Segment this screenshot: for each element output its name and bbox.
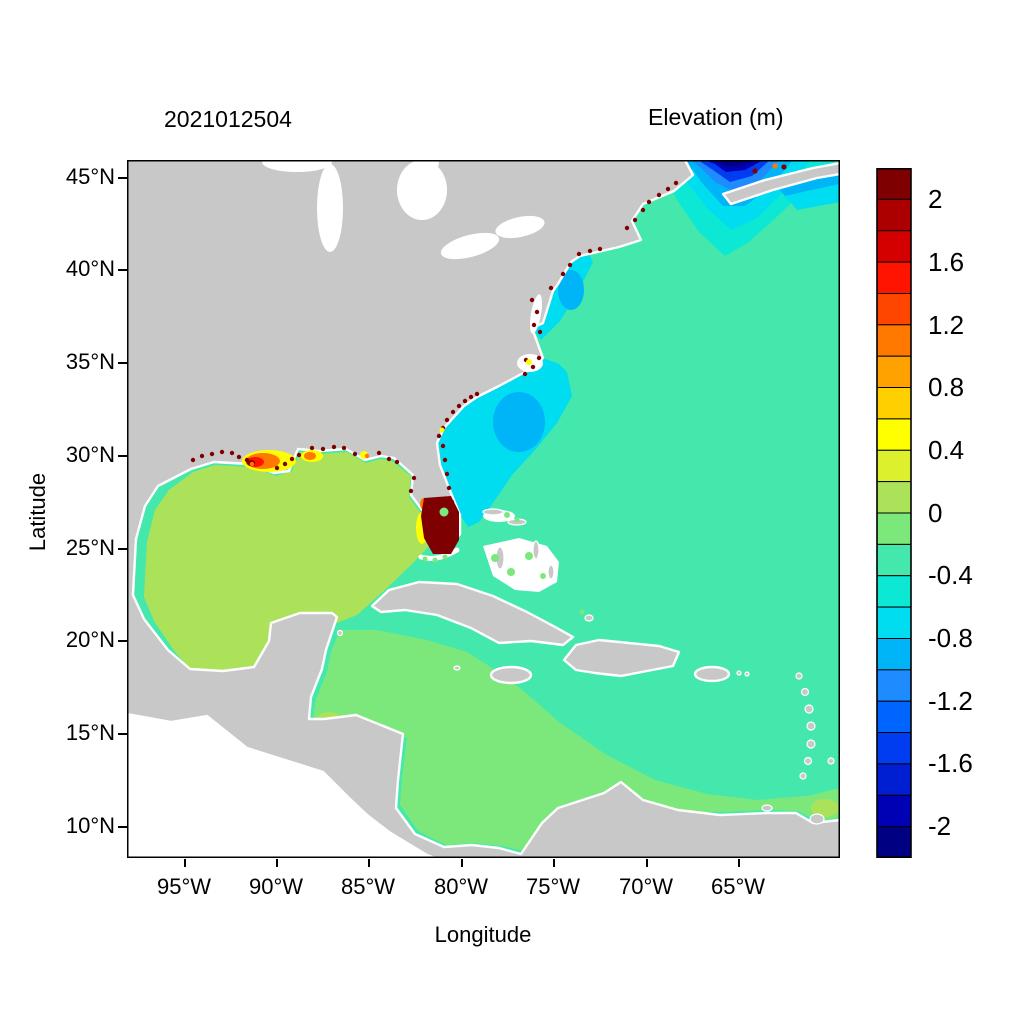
- colorbar-tick-label: 1.2: [928, 310, 965, 340]
- y-tick: [118, 733, 127, 735]
- cuba-island: [370, 580, 575, 647]
- x-tick: [276, 859, 278, 867]
- colorbar-tick-label: 1.6: [928, 247, 965, 277]
- colorbar-segment: [876, 826, 912, 858]
- y-tick: [118, 269, 127, 271]
- colorbar-segment: [876, 418, 912, 451]
- colorbar-segment: [876, 669, 912, 702]
- colorbar-segment: [876, 700, 912, 734]
- green-coastal-dots: [422, 507, 585, 615]
- colorbar-tick-label: 2: [928, 184, 943, 214]
- map-plot: [127, 160, 840, 858]
- colorbar-segment: [876, 198, 912, 232]
- x-tick: [368, 859, 370, 867]
- colorbar-segment: [876, 638, 912, 671]
- colorbar-tick-label: 0: [928, 498, 943, 528]
- plot-title-date: 2021012504: [164, 106, 292, 132]
- great-lakes: [262, 160, 545, 260]
- gulf-of-mexico-region: [144, 452, 429, 677]
- north-america-landmass: [127, 160, 840, 858]
- colorbar-tick-label: 0.4: [928, 435, 965, 465]
- x-tick-label: 70°W: [618, 874, 674, 899]
- y-tick-label: 20°N: [65, 627, 115, 652]
- caribbean-sea-region: [313, 630, 840, 851]
- landmass-group: [127, 160, 840, 858]
- x-tick-label: 95°W: [156, 874, 212, 899]
- y-tick: [118, 177, 127, 179]
- coastal-speckles-darkred: [190, 164, 787, 505]
- jamaica-island: [489, 665, 533, 685]
- x-tick: [646, 859, 648, 867]
- nova-scotia-landmass: [721, 161, 840, 206]
- x-tick-label: 90°W: [248, 874, 304, 899]
- colorbar-segment: [876, 355, 912, 389]
- colorbar-frame: [876, 168, 912, 858]
- y-tick-label: 10°N: [65, 813, 115, 838]
- x-tick: [184, 859, 186, 867]
- x-tick-label: 65°W: [710, 874, 766, 899]
- y-tick: [118, 362, 127, 364]
- colorbar-tick-label: -0.8: [928, 623, 973, 653]
- coastal-speckles-yellow: [439, 359, 532, 433]
- coastal-speckles-orange: [249, 163, 778, 467]
- colorbar-segment: [876, 763, 912, 796]
- colorbar-segment: [876, 261, 912, 294]
- everglades-high-elevation-patch: [421, 496, 459, 554]
- x-tick-label: 85°W: [340, 874, 396, 899]
- colorbar-segment: [876, 606, 912, 640]
- colorbar-segment: [876, 512, 912, 545]
- louisiana-coastal-patch: [242, 450, 368, 472]
- y-tick-label: 30°N: [65, 442, 115, 467]
- x-tick: [553, 859, 555, 867]
- colorbar-tick-label: -1.6: [928, 748, 973, 778]
- y-tick: [118, 455, 127, 457]
- colorbar-segment: [876, 324, 912, 357]
- colorbar-segment: [876, 449, 912, 483]
- colorbar-tick-label: -0.4: [928, 560, 973, 590]
- x-axis-title: Longitude: [434, 922, 532, 947]
- colorbar-tick-label: -2: [928, 811, 952, 841]
- colorbar-segment: [876, 293, 912, 326]
- plot-border: [127, 160, 840, 858]
- colorbar-segment: [876, 543, 912, 577]
- y-tick: [118, 548, 127, 550]
- colorbar-tick-label: 0.8: [928, 372, 965, 402]
- y-tick: [118, 826, 127, 828]
- x-tick: [738, 859, 740, 867]
- puerto-rico-island: [693, 665, 731, 683]
- hispaniola-island: [562, 638, 681, 678]
- colorbar-segment: [876, 387, 912, 420]
- colorbar: [876, 168, 912, 858]
- colorbar-title: Elevation (m): [648, 104, 784, 130]
- y-tick-label: 25°N: [65, 535, 115, 560]
- mid-atlantic-blue-core: [558, 270, 584, 310]
- y-axis-title: Latitude: [25, 472, 50, 552]
- colorbar-segment: [876, 575, 912, 608]
- colorbar-segment: [876, 230, 912, 263]
- pacific-white-region: [127, 714, 435, 858]
- y-tick-label: 45°N: [65, 164, 115, 189]
- x-tick-label: 80°W: [433, 874, 489, 899]
- caribbean-islands: [370, 580, 731, 685]
- x-tick: [461, 859, 463, 867]
- colorbar-segment: [876, 794, 912, 828]
- se-shelf-blue-core: [493, 392, 545, 452]
- y-tick-label: 40°N: [65, 256, 115, 281]
- colorbar-segment: [876, 168, 912, 200]
- colorbar-segment: [876, 732, 912, 765]
- colorbar-tick-label: -1.2: [928, 686, 973, 716]
- y-tick-label: 35°N: [65, 349, 115, 374]
- y-tick: [118, 640, 127, 642]
- colorbar-segment: [876, 481, 912, 514]
- se-corner-green-patch: [811, 799, 839, 817]
- y-tick-label: 15°N: [65, 720, 115, 745]
- x-tick-label: 75°W: [525, 874, 581, 899]
